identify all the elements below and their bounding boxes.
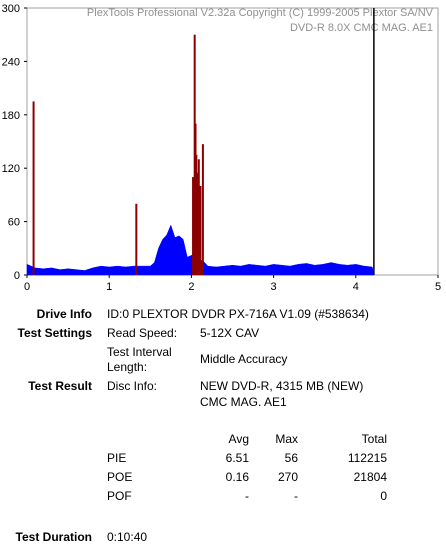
cell: 21804 (353, 470, 387, 484)
cell: 0 (380, 489, 387, 503)
setting-name: Test Interval Length: (107, 345, 172, 374)
column-header: Total (361, 432, 387, 446)
cell: - (245, 489, 249, 503)
y-tick-label: 240 (2, 56, 20, 68)
x-tick-label: 1 (106, 281, 112, 293)
cell: 0.16 (225, 470, 249, 484)
section-label: Test Settings (17, 326, 92, 340)
cell: 270 (277, 470, 298, 484)
poe-bar (135, 203, 138, 275)
section-label: Drive Info (36, 307, 92, 321)
annotation: DVD-R 8.0X CMC MAG. AE1 (290, 22, 433, 34)
chart: PlexTools Professional V2.32a Copyright … (2, 3, 441, 293)
disc-value: CMC MAG. AE1 (200, 395, 287, 409)
poe-bar (201, 144, 204, 275)
x-tick-label: 3 (271, 281, 277, 293)
drive-info: ID:0 PLEXTOR DVDR PX-716A V1.09 (#538634… (107, 307, 369, 321)
y-tick-label: 300 (2, 3, 20, 15)
cell: 6.51 (225, 451, 249, 465)
y-tick-label: 180 (2, 110, 20, 122)
section-label: Test Duration (15, 530, 92, 544)
x-tick-label: 0 (24, 281, 30, 293)
cell: 112215 (347, 451, 387, 465)
row-label: POF (107, 489, 132, 503)
y-tick-label: 60 (8, 217, 20, 229)
poe-bar (197, 159, 200, 275)
y-tick-label: 120 (2, 163, 20, 175)
disc-label: Disc Info: (107, 379, 158, 393)
column-header: Avg (228, 432, 249, 446)
setting-value: Middle Accuracy (200, 352, 288, 366)
section-label: Test Result (28, 379, 92, 393)
y-tick-label: 0 (14, 270, 20, 282)
row-label: POE (107, 470, 133, 484)
annotation: PlexTools Professional V2.32a Copyright … (87, 7, 434, 19)
x-tick-label: 2 (188, 281, 194, 293)
poe-bar (199, 186, 202, 275)
duration: 0:10:40 (107, 530, 148, 544)
setting-value: 5-12X CAV (200, 326, 260, 340)
x-tick-label: 5 (435, 281, 441, 293)
row-label: PIE (107, 451, 127, 465)
disc-value: NEW DVD-R, 4315 MB (NEW) (200, 379, 364, 393)
plot-area (26, 7, 439, 276)
x-tick-label: 4 (353, 281, 359, 293)
poe-bar (32, 101, 35, 275)
column-header: Max (275, 432, 298, 446)
setting-name: Read Speed: (107, 326, 178, 340)
cell: 56 (284, 451, 298, 465)
poe-bar (196, 172, 199, 275)
cell: - (294, 489, 298, 503)
poe-bar (192, 177, 195, 275)
